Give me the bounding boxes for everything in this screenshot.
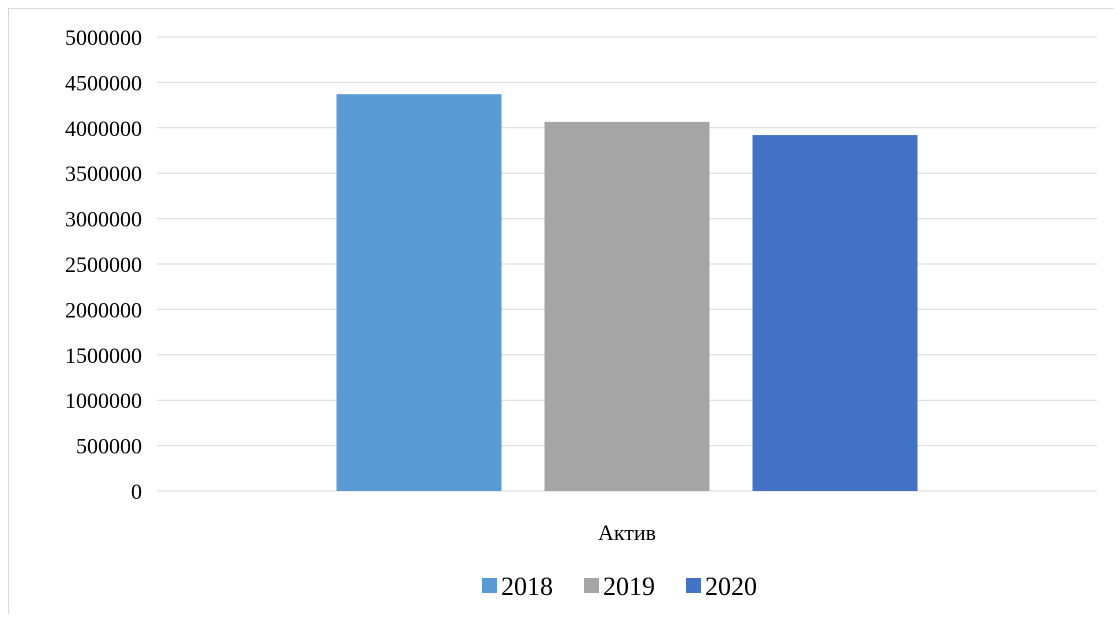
y-tick-label: 2500000 xyxy=(65,252,142,277)
legend: 2018 2019 2020 xyxy=(482,572,757,601)
y-tick-label: 4500000 xyxy=(65,70,142,95)
legend-swatch-2018 xyxy=(482,578,497,593)
y-tick-label: 1000000 xyxy=(65,388,142,413)
legend-label-2020: 2020 xyxy=(705,572,757,601)
y-tick-label: 1500000 xyxy=(65,343,142,368)
y-tick-label: 2000000 xyxy=(65,297,142,322)
y-tick-label: 5000000 xyxy=(65,25,142,50)
y-tick-label: 3500000 xyxy=(65,161,142,186)
legend-swatch-2020 xyxy=(686,578,701,593)
x-category-label: Актив xyxy=(598,520,656,545)
legend-label-2019: 2019 xyxy=(603,572,655,601)
y-tick-label: 4000000 xyxy=(65,116,142,141)
y-tick-label: 500000 xyxy=(76,434,142,459)
y-tick-label: 3000000 xyxy=(65,207,142,232)
y-tick-label: 0 xyxy=(131,479,142,504)
bar-2019 xyxy=(544,121,710,491)
legend-label-2018: 2018 xyxy=(501,572,553,601)
x-axis-categories: Актив xyxy=(598,520,656,545)
bar-2020 xyxy=(752,135,918,491)
y-axis-ticks: 0 500000 1000000 1500000 2000000 2500000 30000… xyxy=(65,25,142,504)
bars xyxy=(336,94,918,491)
legend-swatch-2019 xyxy=(584,578,599,593)
bar-2018 xyxy=(336,94,502,491)
